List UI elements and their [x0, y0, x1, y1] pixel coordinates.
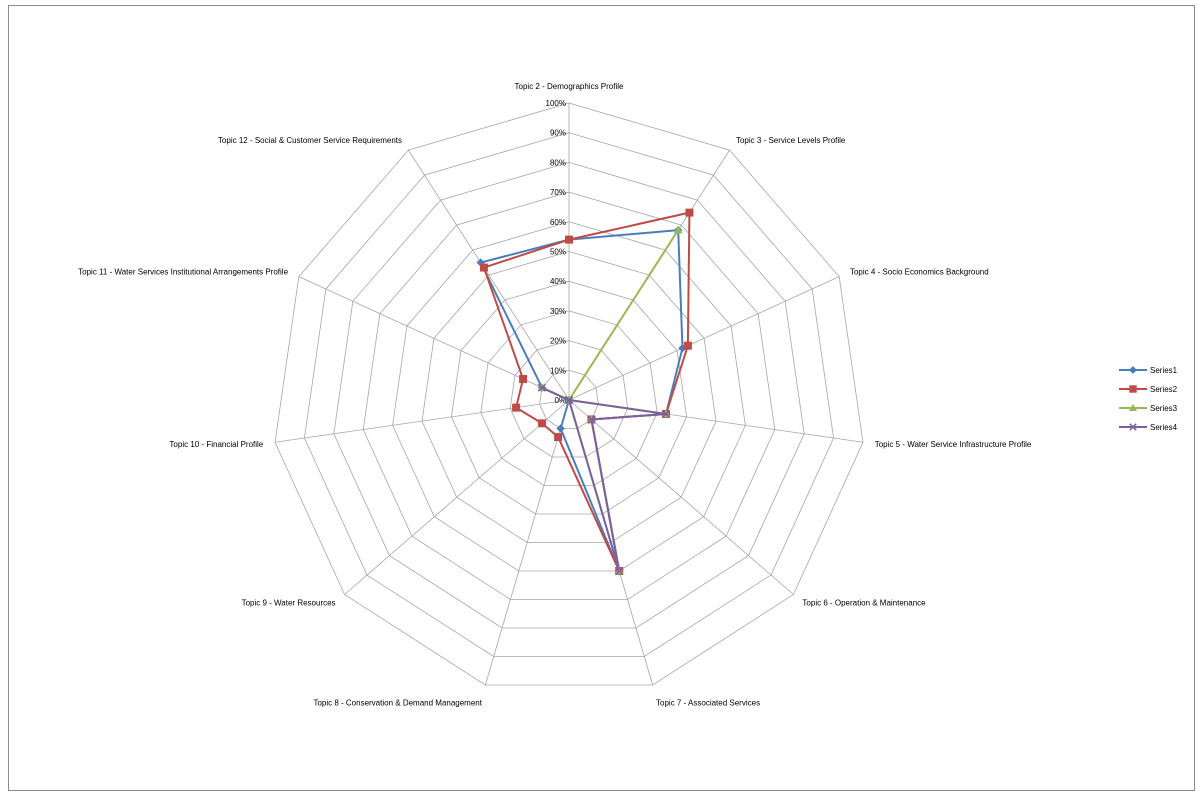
square-marker	[554, 433, 563, 442]
legend-label: Series3	[1150, 404, 1178, 413]
axis-tick-label: 40%	[550, 277, 566, 286]
category-label: Topic 12 - Social & Customer Service Req…	[218, 136, 402, 145]
grid-spoke	[484, 399, 570, 686]
grid-spoke	[408, 149, 570, 401]
series-1	[476, 225, 687, 576]
grid-spoke	[274, 399, 570, 443]
legend: Series1 Series2 Series3 Series4	[1119, 366, 1178, 432]
x-marker-stroke	[1129, 423, 1137, 431]
grid-ring	[333, 161, 805, 629]
category-label: Topic 6 - Operation & Maintenance	[802, 598, 926, 607]
diamond-marker	[556, 424, 565, 433]
triangle-marker	[1128, 403, 1138, 412]
axis-tick-label: 50%	[550, 248, 566, 257]
grid-ring	[450, 280, 688, 515]
axis-tick-label: 60%	[550, 218, 566, 227]
axis-tick-label: 30%	[550, 307, 566, 316]
axis-tick-label: 70%	[550, 188, 566, 197]
data-series	[476, 208, 694, 576]
square-marker	[479, 263, 488, 272]
grid-ring	[274, 102, 864, 686]
x-marker	[1129, 423, 1137, 431]
triangle-marker	[673, 225, 683, 234]
square-marker	[685, 208, 694, 217]
grid-ring	[421, 251, 717, 543]
axis-tick-label: 90%	[550, 129, 566, 138]
category-label: Topic 3 - Service Levels Profile	[736, 136, 846, 145]
category-label: Topic 11 - Water Services Institutional …	[78, 268, 288, 277]
radar-grid	[274, 102, 864, 686]
category-label: Topic 7 - Associated Services	[656, 698, 760, 707]
x-marker-stroke	[564, 395, 574, 405]
grid-spoke	[568, 276, 840, 401]
series-4	[537, 383, 671, 576]
radial-axis-ticks: 0% 10% 20% 30% 40% 50% 60% 70% 80% 90% 100%	[546, 99, 566, 405]
axis-tick-label: 0%	[554, 396, 566, 405]
square-marker	[538, 419, 547, 428]
grid-spoke	[568, 399, 794, 595]
legend-item: Series3	[1119, 403, 1178, 413]
x-marker	[615, 566, 624, 576]
legend-item: Series4	[1119, 423, 1178, 432]
x-marker	[587, 415, 596, 424]
chart-area	[8, 5, 1195, 791]
category-label: Topic 4 - Socio Economics Background	[850, 268, 989, 277]
axis-tick-label: 20%	[550, 337, 566, 346]
legend-label: Series4	[1150, 423, 1178, 432]
category-label: Topic 2 - Demographics Profile	[515, 82, 624, 91]
x-marker	[564, 395, 574, 405]
grid-ring	[392, 221, 746, 572]
legend-label: Series1	[1150, 366, 1178, 375]
legend-label: Series2	[1150, 385, 1178, 394]
series-line	[482, 211, 691, 572]
category-label: Topic 8 - Conservation & Demand Manageme…	[313, 698, 482, 707]
x-marker-stroke	[615, 566, 624, 576]
x-marker	[537, 383, 547, 392]
legend-item: Series1	[1119, 366, 1178, 375]
legend-item: Series2	[1119, 385, 1178, 394]
axis-tick-label: 100%	[546, 99, 566, 108]
category-label: Topic 5 - Water Service Infrastructure P…	[875, 440, 1032, 449]
category-label: Topic 9 - Water Resources	[242, 598, 336, 607]
square-marker	[683, 341, 692, 350]
square-marker	[519, 375, 528, 384]
grid-ring	[362, 191, 776, 600]
category-labels: Topic 2 - Demographics Profile Topic 3 - …	[78, 82, 1032, 707]
square-marker	[565, 235, 573, 244]
category-label: Topic 10 - Financial Profile	[169, 440, 263, 449]
x-marker-stroke	[661, 409, 671, 418]
grid-ring	[509, 340, 629, 458]
square-marker	[512, 403, 521, 412]
diamond-marker	[1129, 366, 1137, 374]
grid-ring	[480, 310, 658, 486]
grid-ring	[304, 132, 834, 657]
x-marker	[661, 409, 671, 418]
grid-spoke	[344, 399, 570, 595]
x-marker-stroke	[537, 383, 547, 392]
axis-tick-label: 80%	[550, 158, 566, 167]
axis-tick-label: 10%	[550, 366, 566, 375]
square-marker	[1129, 385, 1137, 393]
x-marker-stroke	[587, 415, 596, 424]
